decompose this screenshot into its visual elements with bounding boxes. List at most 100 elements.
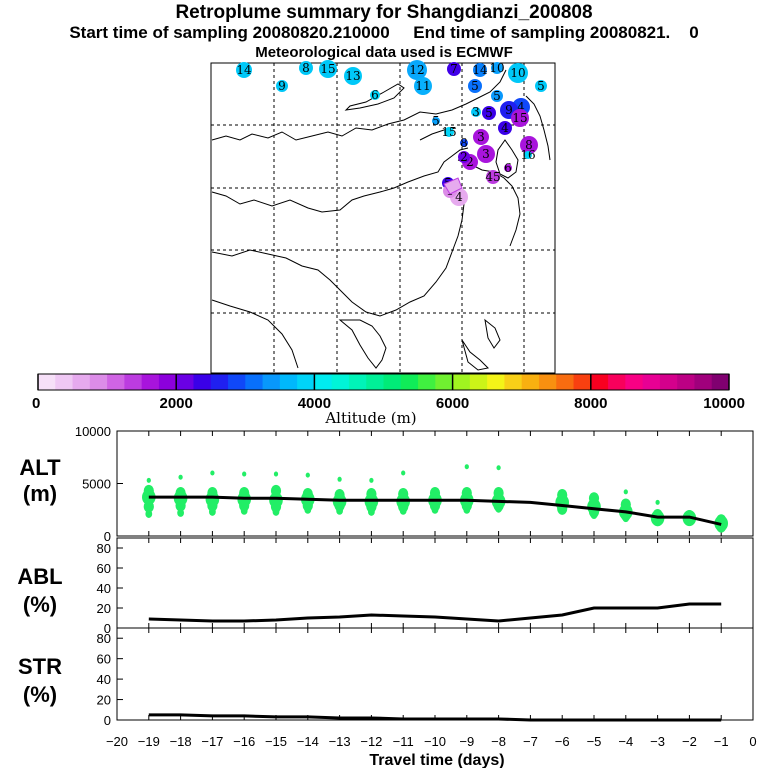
panel-ylabel-name: ALT bbox=[19, 455, 61, 480]
colorbar-tick-label: 8000 bbox=[574, 395, 607, 412]
colorbar-swatch bbox=[107, 374, 125, 390]
map-point-label: 3 bbox=[477, 130, 485, 144]
panel-frame bbox=[116, 537, 754, 629]
map-point-label: 8 bbox=[302, 61, 310, 75]
source-location-marker bbox=[443, 177, 463, 195]
altitude-percentile-point bbox=[557, 489, 568, 502]
map-point-label: 45 bbox=[485, 170, 500, 184]
y-tick-label: 0 bbox=[104, 713, 111, 728]
colorbar-swatch bbox=[348, 374, 367, 390]
map-point-label: 12 bbox=[409, 63, 424, 77]
colorbar-swatch bbox=[297, 374, 315, 390]
panel-frame bbox=[116, 627, 754, 721]
map-point-label: 2 bbox=[460, 150, 468, 164]
map-point-marker bbox=[477, 145, 495, 163]
map-point-label: 2 bbox=[466, 155, 474, 169]
colorbar-swatch bbox=[677, 374, 695, 390]
x-tick-label: −13 bbox=[329, 734, 351, 749]
x-tick-label: −19 bbox=[138, 734, 160, 749]
x-tick-label: −5 bbox=[587, 734, 602, 749]
chart-title: Retroplume summary for Shangdianzi_20080… bbox=[175, 2, 593, 23]
map-point-label: 16 bbox=[520, 148, 535, 162]
altitude-percentile-point bbox=[401, 470, 406, 476]
time-series-panels: 10000 5000 0 ALT(m) 80 60 40 20 0 ABL (%) 80 60 40 20 0… bbox=[17, 424, 756, 768]
map-point-marker bbox=[473, 129, 489, 145]
map-point-marker bbox=[508, 63, 528, 83]
panel-ylabel-unit: (m) bbox=[23, 481, 57, 506]
end-time-text: End time of sampling 20080821. bbox=[413, 23, 671, 42]
x-tick-label: −1 bbox=[714, 734, 729, 749]
colorbar-swatch bbox=[590, 374, 609, 390]
map-point-marker bbox=[524, 151, 532, 159]
map-point-marker bbox=[299, 61, 313, 75]
colorbar-title: Altitude (m) bbox=[324, 409, 416, 427]
colorbar-swatch bbox=[124, 374, 143, 390]
map-point-label: 9 bbox=[278, 79, 286, 93]
x-tick-label: −10 bbox=[424, 734, 446, 749]
map-point-label: 15 bbox=[320, 62, 335, 76]
altitude-percentile-point bbox=[493, 486, 504, 499]
abl-line bbox=[148, 602, 722, 623]
x-tick-label: −15 bbox=[265, 734, 287, 749]
map-point-marker bbox=[236, 62, 252, 78]
colorbar-swatch bbox=[400, 374, 419, 390]
y-tick-label: 0 bbox=[104, 529, 111, 544]
altitude-percentile-point bbox=[210, 470, 215, 476]
colorbar-swatch bbox=[504, 374, 523, 390]
colorbar-swatch bbox=[38, 374, 56, 390]
altitude-percentile-point bbox=[496, 465, 501, 471]
map-point-marker bbox=[504, 164, 512, 172]
x-tick-label: −8 bbox=[491, 734, 506, 749]
altitude-percentile-point bbox=[337, 476, 342, 482]
y-tick-label: 60 bbox=[97, 561, 111, 576]
panel-alt: 10000 5000 0 ALT(m) bbox=[19, 424, 754, 544]
colorbar-swatch bbox=[314, 374, 333, 390]
x-tick-label: −16 bbox=[233, 734, 255, 749]
y-tick-label: 40 bbox=[97, 672, 111, 687]
str-line bbox=[148, 713, 722, 722]
map-gridlines bbox=[211, 63, 555, 373]
colorbar-swatch bbox=[89, 374, 108, 390]
altitude-percentile-point bbox=[623, 489, 628, 495]
altitude-percentile-point bbox=[269, 492, 283, 509]
y-tick-label: 20 bbox=[97, 693, 111, 708]
altitude-percentile-point bbox=[273, 471, 279, 477]
altitude-percentile-point bbox=[178, 474, 183, 480]
x-tick-label: 0 bbox=[749, 734, 756, 749]
y-tick-label: 0 bbox=[104, 621, 111, 636]
x-tick-label: −3 bbox=[650, 734, 665, 749]
map-point-label: 14 bbox=[236, 63, 252, 77]
map-point-label: 15 bbox=[512, 111, 527, 125]
colorbar-swatch bbox=[331, 374, 350, 390]
map-point-label: 10 bbox=[510, 66, 525, 80]
colorbar-swatch bbox=[383, 374, 402, 390]
altitude-percentile-point bbox=[655, 499, 660, 505]
x-tick-label: −9 bbox=[459, 734, 474, 749]
map-frame bbox=[210, 62, 556, 374]
map-point-marker bbox=[276, 80, 288, 92]
altitude-percentile-point bbox=[429, 486, 441, 499]
start-time-text: Start time of sampling 20080820.210000 bbox=[69, 23, 390, 42]
altitude-percentile-point bbox=[305, 472, 310, 478]
map-point-marker bbox=[444, 127, 454, 137]
x-axis-label: Travel time (days) bbox=[369, 752, 504, 768]
map-point-marker bbox=[535, 80, 547, 92]
altitude-percentile-point bbox=[334, 489, 345, 502]
colorbar-tick-label: 2000 bbox=[160, 395, 193, 412]
y-tick-label: 40 bbox=[97, 581, 111, 596]
map-point-label: 5 bbox=[537, 79, 545, 93]
x-tick-label: −7 bbox=[523, 734, 538, 749]
colorbar-swatch bbox=[469, 374, 488, 390]
colorbar-swatch bbox=[418, 374, 436, 390]
map-point-marker bbox=[447, 62, 461, 76]
altitude-mean-line bbox=[148, 495, 722, 526]
map-point-marker bbox=[486, 170, 500, 184]
map-point-label: 3 bbox=[472, 105, 480, 119]
map-point-marker bbox=[482, 106, 496, 120]
colorbar-swatch bbox=[72, 374, 91, 390]
colorbar-swatch bbox=[538, 374, 557, 390]
map-point-label: 6 bbox=[504, 161, 512, 175]
y-tick-label: 60 bbox=[97, 652, 111, 667]
colorbar-swatch bbox=[452, 374, 471, 390]
